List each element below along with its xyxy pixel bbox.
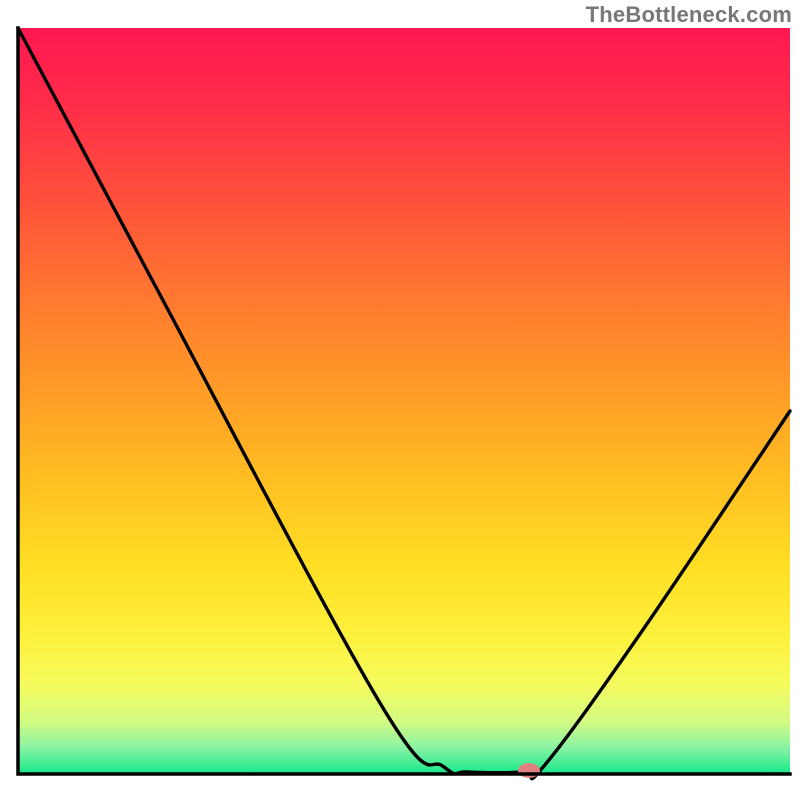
bottleneck-chart bbox=[0, 0, 800, 800]
chart-container: { "watermark": { "text": "TheBottleneck.… bbox=[0, 0, 800, 800]
watermark-text: TheBottleneck.com bbox=[586, 2, 792, 28]
gradient-background bbox=[18, 28, 790, 774]
